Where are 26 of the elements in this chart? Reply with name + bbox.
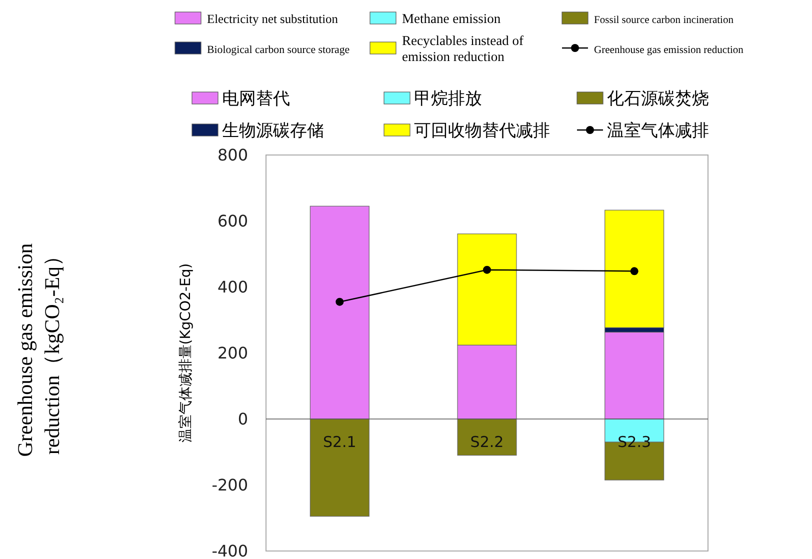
y-tick-label: -200 [212,476,248,495]
legend-label: 生物源碳存储 [222,121,324,141]
legend-label: 可回收物替代减排 [414,121,550,141]
legend-label: 化石源碳焚烧 [607,89,709,109]
text: Greenhouse gas emission reduction [594,45,744,56]
point [483,266,491,274]
y-tick-label: 0 [238,410,248,429]
text: Recyclables instead of emission reduction [402,33,524,64]
legend-label: 温室气体减排 [607,121,709,141]
y-tick-label: 800 [217,146,248,165]
y-tick-label: -400 [212,542,248,559]
point [336,298,344,306]
y-tick-label: 600 [217,212,248,231]
y-tick-label: 200 [217,344,248,363]
text: Methane emission [402,11,501,26]
x-tick-label: S2.2 [470,433,504,451]
y-tick-label: 400 [217,278,248,297]
legend-label: 电网替代 [222,89,290,109]
text: Biological carbon source storage [207,44,350,56]
text: Greenhouse gas emission reduction（kgCO₂-Eq） [13,242,64,457]
y-axis-title: 温室气体减排量(KgCO2-Eq) [178,263,194,443]
text: Electricity net substitution [207,12,339,26]
legend-label: 甲烷排放 [414,89,482,109]
x-tick-label: S2.1 [322,433,356,451]
text: Fossil source carbon incineration [594,15,734,26]
point [630,267,638,276]
